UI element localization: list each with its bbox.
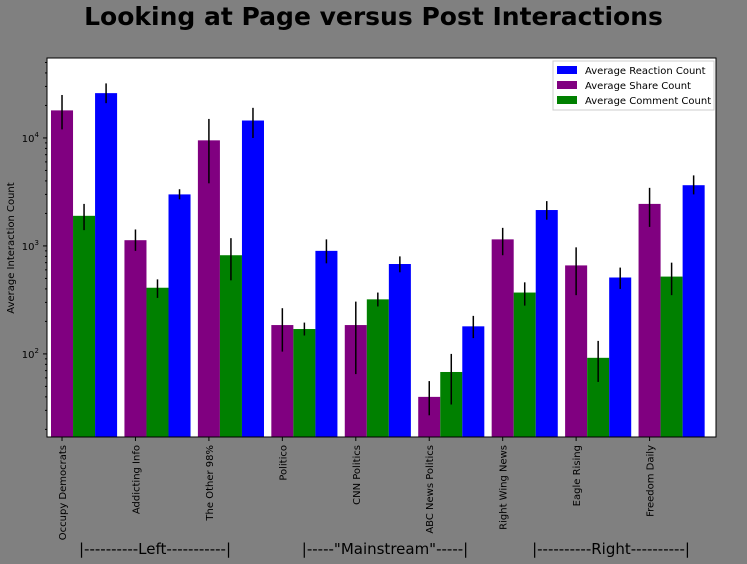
x-tick-label: Occupy Democrats	[58, 445, 69, 540]
bar	[366, 299, 389, 437]
bar	[95, 93, 118, 437]
bar	[315, 250, 338, 437]
bar	[344, 325, 367, 437]
legend-label: Average Comment Count	[585, 96, 711, 107]
group-annotation: |----------Right----------|	[532, 540, 690, 558]
group-annotation: |-----"Mainstream"-----|	[302, 540, 468, 558]
error-bars-layer	[61, 83, 695, 416]
bar	[271, 325, 294, 437]
legend-box	[552, 60, 715, 111]
y-tick-label: 103	[22, 239, 39, 253]
bars-layer	[51, 93, 705, 437]
bar	[241, 120, 264, 437]
bar	[168, 194, 191, 437]
bar	[124, 240, 147, 437]
bar	[491, 239, 514, 437]
x-tick-label: Politico	[278, 445, 289, 481]
y-tick-label: 102	[22, 347, 39, 361]
legend-swatch	[557, 96, 577, 104]
x-tick-label: The Other 98%	[205, 445, 216, 522]
bar	[418, 396, 441, 437]
bar	[513, 292, 536, 437]
x-axis: Occupy Democrats Addicting Info The Other …	[58, 437, 657, 540]
legend-swatch	[557, 81, 577, 89]
y-axis: 102 103 104	[22, 61, 47, 430]
chart-title: Looking at Page versus Post Interactions	[84, 2, 663, 31]
bar	[219, 255, 242, 437]
x-tick-label: Right Wing News	[499, 445, 510, 530]
bar	[293, 329, 316, 437]
bar	[51, 110, 74, 437]
bar	[609, 277, 632, 437]
y-tick-label: 104	[22, 131, 40, 145]
bar	[146, 287, 169, 437]
bar	[565, 265, 588, 437]
legend: Average Reaction Count Average Share Coun…	[552, 60, 715, 111]
legend-label: Average Reaction Count	[585, 66, 706, 77]
bar	[197, 140, 220, 437]
group-annotation: |----------Left-----------|	[79, 540, 231, 558]
x-tick-label: Eagle Rising	[572, 445, 583, 506]
bar	[587, 357, 610, 437]
legend-label: Average Share Count	[585, 81, 691, 92]
x-tick-label: ABC News Politics	[425, 445, 436, 534]
plot-frame	[46, 57, 717, 438]
x-tick-label: CNN Politics	[352, 445, 363, 505]
bar	[535, 210, 558, 437]
y-axis-label: Average Interaction Count	[6, 182, 17, 313]
bar	[660, 276, 683, 437]
x-tick-label: Addicting Info	[131, 445, 142, 514]
bar	[73, 215, 96, 437]
bar	[462, 326, 485, 437]
bar	[638, 203, 661, 437]
legend-swatch	[557, 66, 577, 74]
bar	[682, 185, 705, 437]
x-tick-label: Freedom Daily	[646, 445, 657, 517]
group-annotations: |----------Left-----------| |-----"Mainst…	[79, 540, 690, 558]
bar	[388, 264, 411, 437]
